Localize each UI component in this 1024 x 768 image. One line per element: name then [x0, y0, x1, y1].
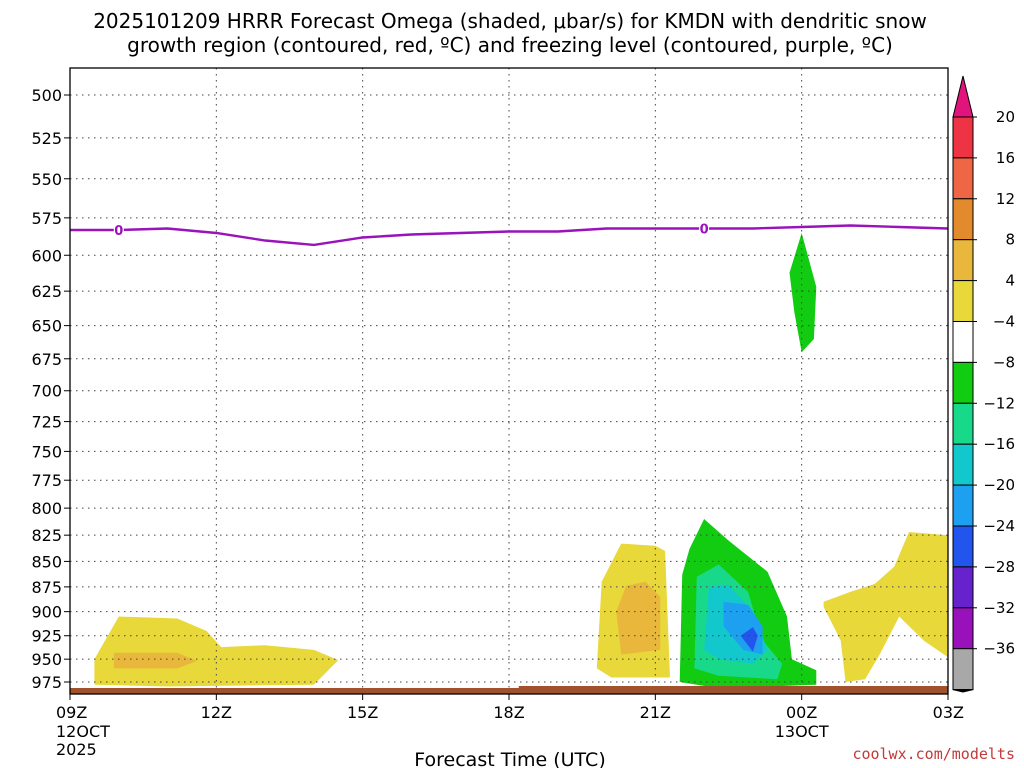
freezing-level-label-1: 0: [700, 222, 709, 237]
colorbar-swatch-10: [952, 525, 974, 568]
chart-title-line-1: 2025101209 HRRR Forecast Omega (shaded, …: [93, 9, 927, 33]
omega-region-descent-upper: [789, 233, 817, 353]
x-tick-label-00Z: 00Z: [786, 703, 817, 722]
omega-region-descent-peak: [740, 627, 758, 652]
freezing-level-label-0: 0: [114, 224, 123, 239]
colorbar-label-5: −4: [993, 313, 1015, 331]
colorbar-swatch-2: [952, 198, 974, 241]
colorbar-label-11: −28: [983, 558, 1015, 576]
y-tick-label-825: 825: [31, 526, 62, 545]
ground-surface: [70, 688, 948, 694]
y-tick-label-975: 975: [31, 673, 62, 692]
y-tick-label-625: 625: [31, 282, 62, 301]
colorbar-label-13: −36: [983, 640, 1015, 658]
colorbar-swatch-1: [952, 157, 974, 200]
colorbar-swatch-6: [952, 361, 974, 404]
colorbar-label-8: −16: [983, 435, 1015, 453]
x-tick-label-18Z: 18Z: [493, 703, 524, 722]
x-date-label-12OCT: 12OCT: [56, 722, 110, 741]
freezing-label-bg-1: [699, 221, 710, 236]
y-tick-label-500: 500: [31, 86, 62, 105]
website-credit: coolwx.com/modelts: [852, 745, 1015, 763]
colorbar-label-9: −20: [983, 476, 1015, 494]
y-tick-label-675: 675: [31, 350, 62, 369]
y-tick-label-750: 750: [31, 442, 62, 461]
y-tick-label-950: 950: [31, 650, 62, 669]
x-tick-label-09Z: 09Z: [56, 703, 87, 722]
omega-region-weak-ascent-east: [823, 532, 948, 682]
colorbar-label-3: 8: [1005, 231, 1015, 249]
colorbar-swatch-4: [952, 280, 974, 323]
y-tick-label-775: 775: [31, 471, 62, 490]
freezing-label-bg-0: [113, 222, 124, 237]
colorbar-label-10: −24: [983, 517, 1015, 535]
y-tick-label-925: 925: [31, 627, 62, 646]
y-tick-label-800: 800: [31, 499, 62, 518]
y-tick-label-850: 850: [31, 552, 62, 571]
colorbar-swatch-11: [952, 566, 974, 609]
colorbar-swatch-8: [952, 443, 974, 486]
colorbar-label-4: 4: [1005, 272, 1015, 290]
omega-region-ascent-center-core: [616, 581, 661, 655]
colorbar-label-2: 12: [996, 190, 1015, 208]
colorbar-label-6: −8: [993, 353, 1015, 371]
y-tick-label-525: 525: [31, 129, 62, 148]
colorbar-bottom-arrow: [952, 689, 974, 693]
y-tick-label-600: 600: [31, 246, 62, 265]
x-tick-label-12Z: 12Z: [201, 703, 232, 722]
colorbar-swatch-12: [952, 607, 974, 650]
x-axis-label: Forecast Time (UTC): [414, 749, 605, 768]
chart-title-line-2: growth region (contoured, red, ºC) and f…: [127, 33, 893, 57]
x-year-label: 2025: [56, 740, 97, 759]
colorbar-swatch-0: [952, 116, 974, 159]
omega-region-ascent-west-core: [113, 652, 197, 669]
y-tick-label-575: 575: [31, 209, 62, 228]
colorbar-label-12: −32: [983, 599, 1015, 617]
colorbar-label-1: 16: [996, 149, 1015, 167]
y-tick-label-725: 725: [31, 413, 62, 432]
x-date-label-13OCT: 13OCT: [775, 722, 829, 741]
y-tick-label-550: 550: [31, 170, 62, 189]
colorbar-label-0: 20: [996, 108, 1015, 126]
colorbar-label-7: −12: [983, 394, 1015, 412]
x-tick-label-15Z: 15Z: [347, 703, 378, 722]
y-tick-label-700: 700: [31, 382, 62, 401]
y-tick-label-900: 900: [31, 603, 62, 622]
colorbar-swatch-7: [952, 402, 974, 445]
colorbar-swatch-13: [952, 648, 974, 691]
colorbar-swatch-5: [952, 321, 974, 363]
ground-surface-rise: [518, 686, 948, 689]
colorbar-swatch-9: [952, 484, 974, 527]
colorbar-swatch-3: [952, 239, 974, 282]
y-tick-label-875: 875: [31, 578, 62, 597]
y-tick-label-650: 650: [31, 317, 62, 336]
colorbar-top-arrow: [952, 75, 974, 118]
x-tick-label-03Z: 03Z: [933, 703, 964, 722]
x-tick-label-21Z: 21Z: [640, 703, 671, 722]
freezing-level-line: [70, 224, 949, 247]
